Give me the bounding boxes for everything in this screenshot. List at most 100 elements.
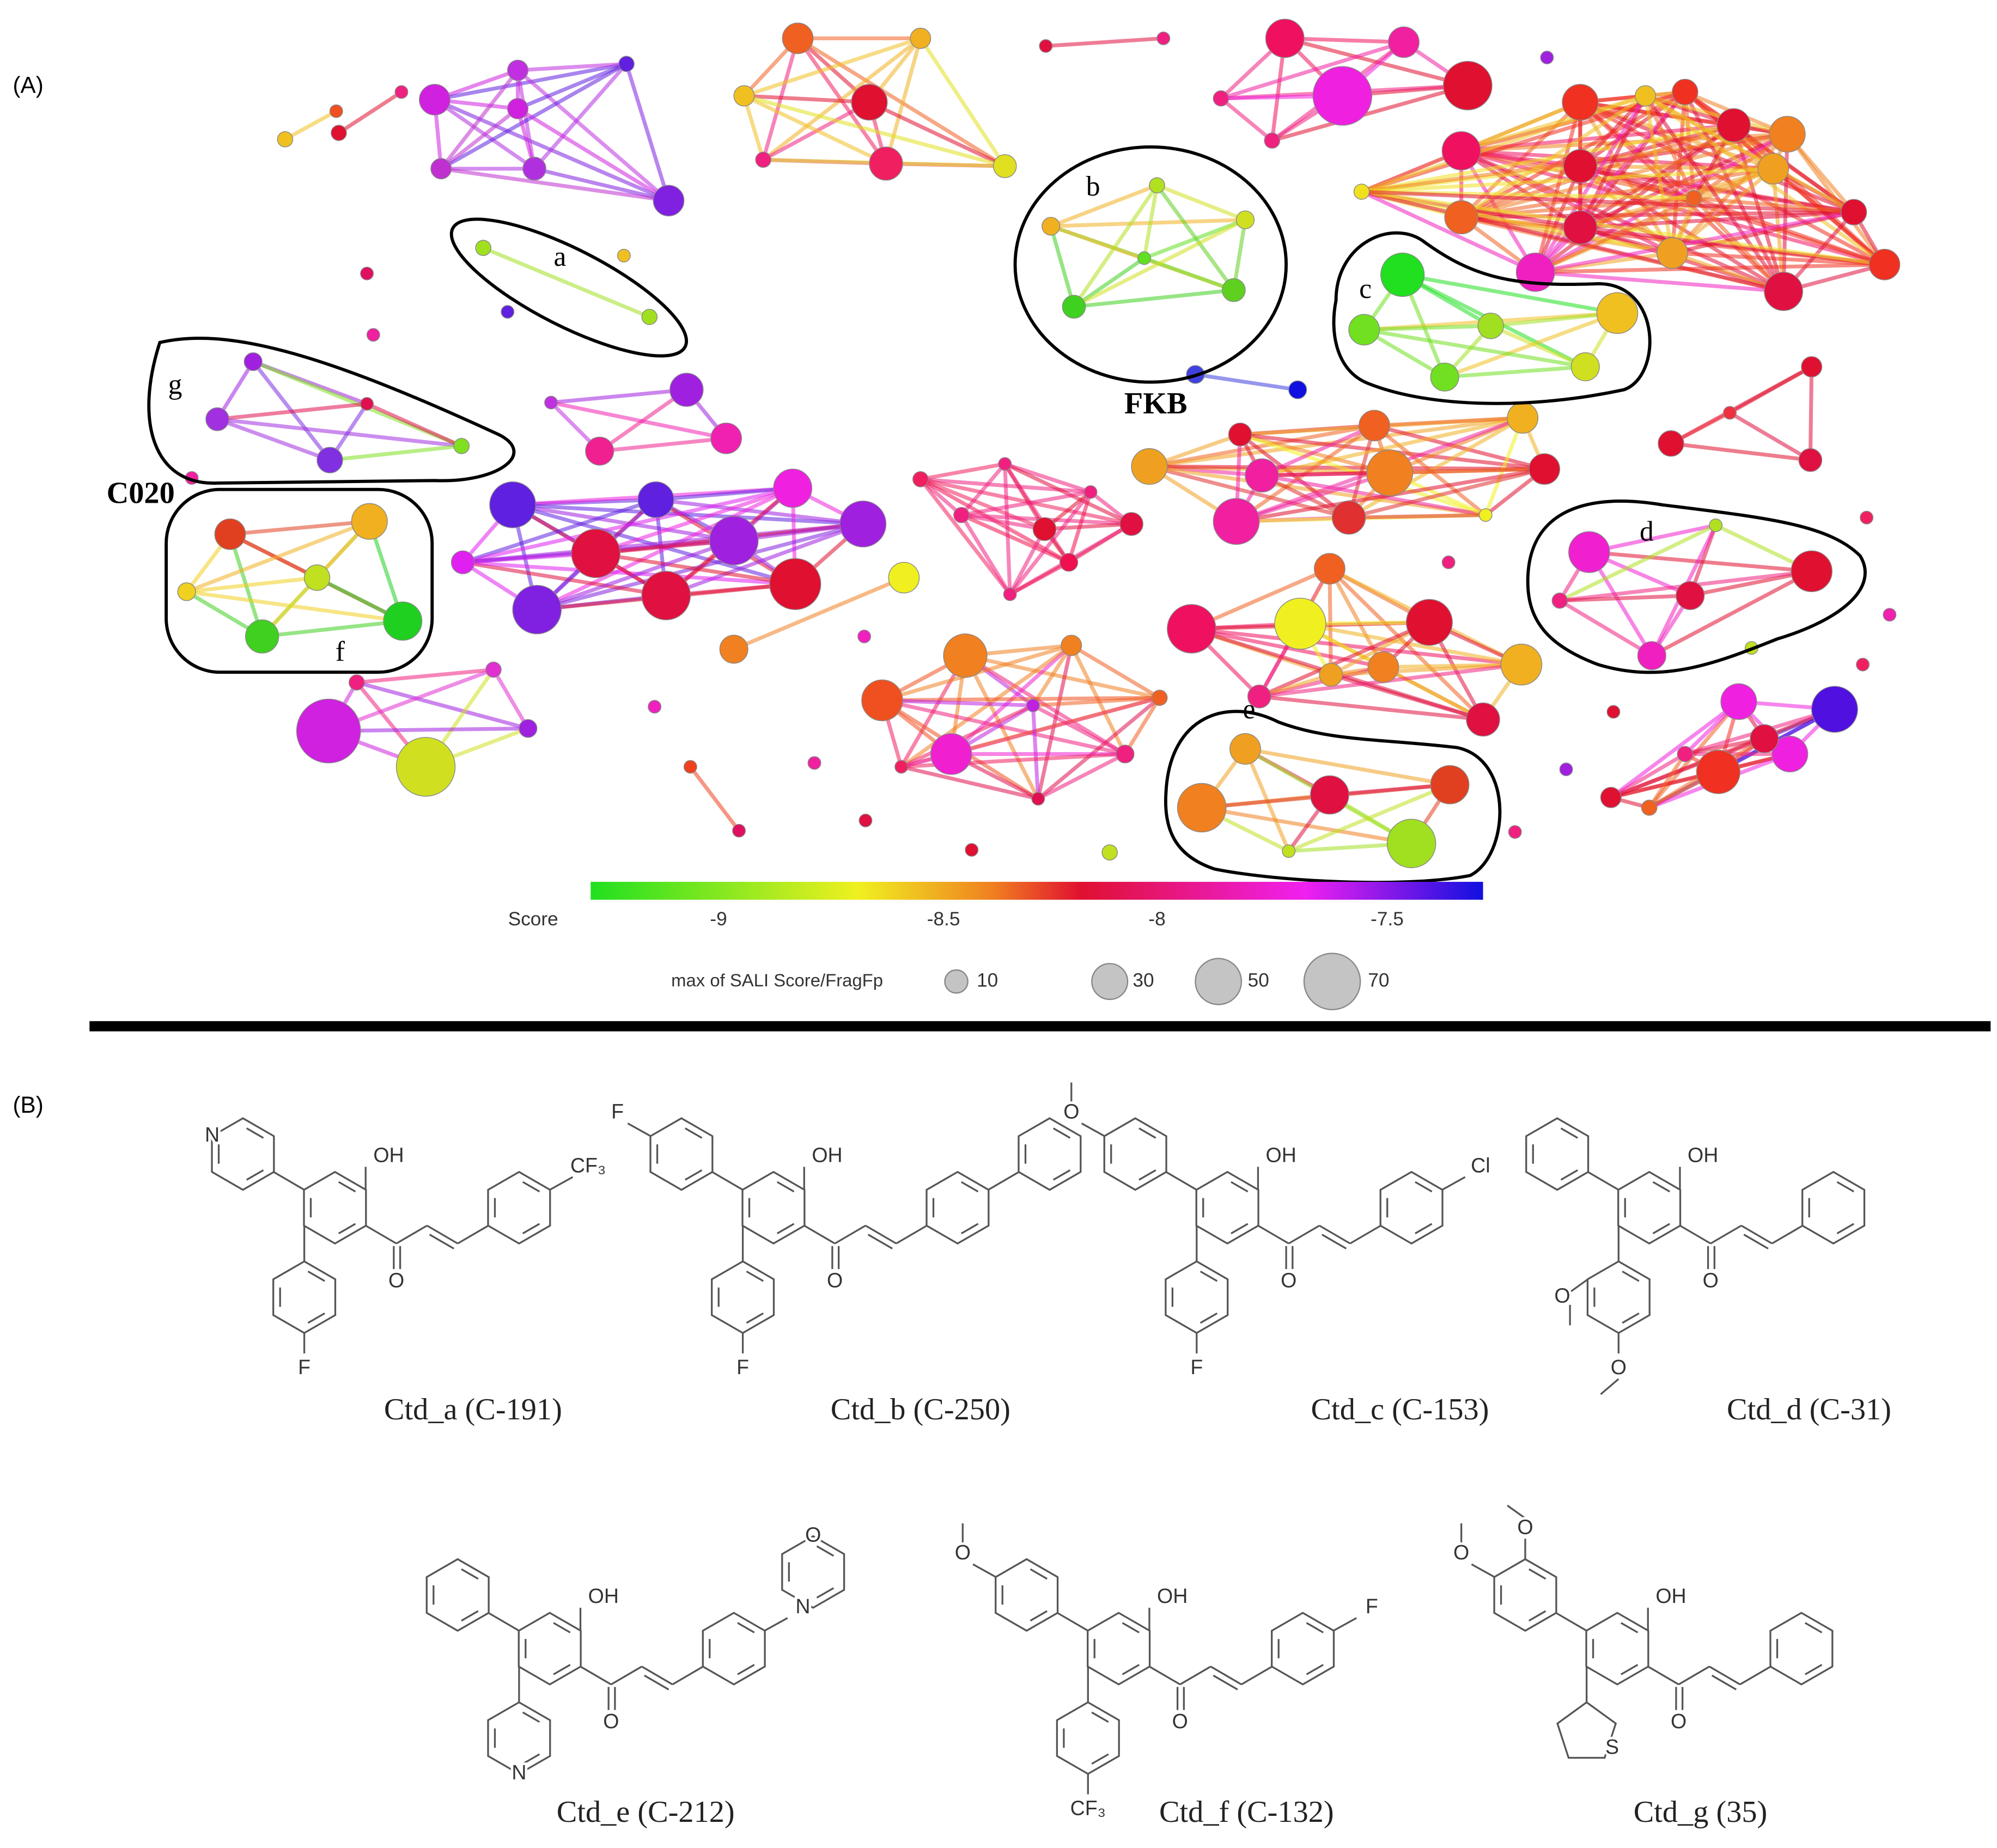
atom-label: OH [1655, 1584, 1686, 1607]
edge [1051, 218, 1246, 228]
edge [882, 698, 1033, 708]
bond [273, 1171, 305, 1191]
node [1444, 200, 1478, 235]
node [807, 756, 821, 770]
atom-label: F [611, 1100, 624, 1123]
edge [1004, 462, 1133, 526]
node [1319, 663, 1343, 687]
ring [1586, 1260, 1651, 1334]
bond [1679, 1224, 1712, 1245]
bond [1678, 1666, 1710, 1686]
node [869, 147, 903, 181]
bond [1319, 1224, 1351, 1245]
node [861, 679, 903, 722]
node [998, 457, 1012, 471]
node [1039, 39, 1053, 53]
edge [655, 486, 793, 502]
structure: F OH O F [608, 1097, 1082, 1381]
node [1264, 132, 1281, 149]
bond [1804, 1622, 1823, 1633]
bond [1149, 1666, 1181, 1686]
edge [1364, 324, 1491, 332]
node [1860, 510, 1874, 524]
node [683, 760, 697, 774]
node [1570, 352, 1600, 381]
node [1757, 153, 1789, 185]
node [177, 582, 196, 601]
node [888, 562, 920, 594]
edge [1008, 491, 1092, 596]
node [1600, 786, 1622, 808]
ring [781, 1535, 845, 1609]
edge [744, 94, 870, 105]
edge [1374, 423, 1545, 471]
node [1380, 252, 1425, 297]
bond [1210, 1666, 1242, 1686]
structure: O OH F O CF₃ [952, 1523, 1380, 1822]
bond [1415, 1181, 1433, 1193]
edge [1235, 471, 1391, 523]
bond [429, 1234, 455, 1249]
bond [1052, 1169, 1071, 1181]
edge [599, 436, 727, 453]
annotation: C020 [107, 476, 175, 510]
edge [482, 246, 650, 319]
ring [272, 1260, 337, 1334]
node [733, 85, 755, 107]
node [1771, 735, 1809, 772]
outline-g [147, 337, 516, 485]
edge [462, 486, 793, 564]
node [1149, 177, 1165, 194]
ring [649, 1117, 714, 1191]
edge [1284, 36, 1404, 44]
node [1798, 448, 1823, 472]
edge [1390, 467, 1545, 475]
colorbar-title: Score [508, 908, 558, 930]
edge [1258, 620, 1430, 699]
bond [1620, 1622, 1639, 1633]
edge [1671, 441, 1811, 462]
node [1031, 792, 1045, 806]
compound-caption: Ctd_d (C-31) [1727, 1393, 1891, 1426]
compound-caption: Ctd_c (C-153) [1311, 1393, 1489, 1426]
bond [1441, 1176, 1466, 1191]
edge [356, 680, 529, 730]
node [1386, 819, 1436, 868]
bond [522, 1753, 540, 1765]
edge [882, 696, 1160, 703]
edge [1190, 566, 1331, 631]
bond [684, 1127, 703, 1139]
bond [553, 1622, 571, 1633]
edge [960, 462, 1007, 516]
size-legend-mark [1091, 963, 1129, 1001]
bond [1739, 1666, 1771, 1686]
group-outlines [147, 145, 1867, 885]
size-legend-mark [1303, 953, 1361, 1010]
ring [1379, 1170, 1444, 1245]
ring [1165, 1260, 1229, 1334]
ring [1769, 1612, 1834, 1686]
edge [284, 109, 337, 141]
ring [1103, 1117, 1167, 1191]
node [296, 698, 361, 764]
node [1119, 512, 1143, 536]
edge [1589, 550, 1812, 574]
node [851, 84, 888, 121]
edge [366, 402, 462, 448]
ring [995, 1558, 1059, 1632]
edge [1558, 523, 1717, 603]
edge [338, 90, 403, 135]
node [1540, 51, 1554, 65]
node [243, 352, 263, 371]
node [1156, 31, 1171, 45]
bond [776, 1223, 795, 1235]
node [1477, 313, 1504, 339]
edge [1072, 184, 1159, 308]
edge [1645, 94, 1788, 136]
node [1101, 844, 1118, 861]
bond [972, 1563, 997, 1578]
ring [1493, 1558, 1557, 1632]
node [485, 661, 502, 678]
node [303, 564, 331, 591]
size-legend-label: 30 [1133, 969, 1154, 991]
